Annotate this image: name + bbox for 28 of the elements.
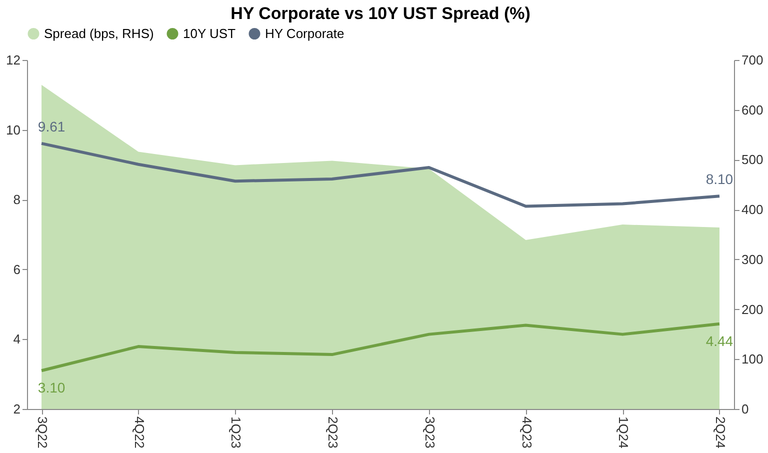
y2-tick-label: 700 bbox=[742, 52, 764, 68]
legend-label: 10Y UST bbox=[183, 26, 236, 41]
y2-tick-label: 100 bbox=[742, 352, 764, 367]
y2-tick-label: 400 bbox=[742, 202, 764, 218]
y-tick-label: 4 bbox=[13, 332, 20, 347]
x-tick-label: 1Q23 bbox=[228, 416, 244, 448]
y2-tick-label: 300 bbox=[742, 252, 764, 267]
y-tick-label: 8 bbox=[13, 192, 20, 208]
data-label: 8.10 bbox=[706, 171, 734, 188]
chart-title: HY Corporate vs 10Y UST Spread (%) bbox=[230, 4, 530, 23]
y2-tick-label: 0 bbox=[742, 402, 749, 416]
x-tick-label: 4Q23 bbox=[519, 416, 534, 448]
x-tick-label: 3Q23 bbox=[422, 416, 438, 448]
x-tick-label: 4Q22 bbox=[132, 416, 147, 448]
legend-label: Spread (bps, RHS) bbox=[44, 26, 154, 41]
y-tick-label: 2 bbox=[13, 402, 20, 416]
x-tick-label: 1Q24 bbox=[616, 416, 632, 448]
y2-tick-label: 600 bbox=[742, 102, 764, 118]
y-tick-label: 6 bbox=[13, 262, 20, 277]
data-label: 4.44 bbox=[706, 332, 734, 349]
y-tick-label: 12 bbox=[6, 52, 20, 68]
y2-tick-label: 500 bbox=[742, 152, 764, 168]
x-tick-label: 2Q23 bbox=[326, 416, 341, 448]
x-tick-label: 3Q22 bbox=[35, 416, 50, 448]
x-tick-label: 2Q24 bbox=[712, 416, 728, 448]
y-tick-label: 10 bbox=[6, 122, 20, 138]
legend-label: HY Corporate bbox=[265, 26, 344, 41]
y2-tick-label: 200 bbox=[742, 302, 764, 317]
